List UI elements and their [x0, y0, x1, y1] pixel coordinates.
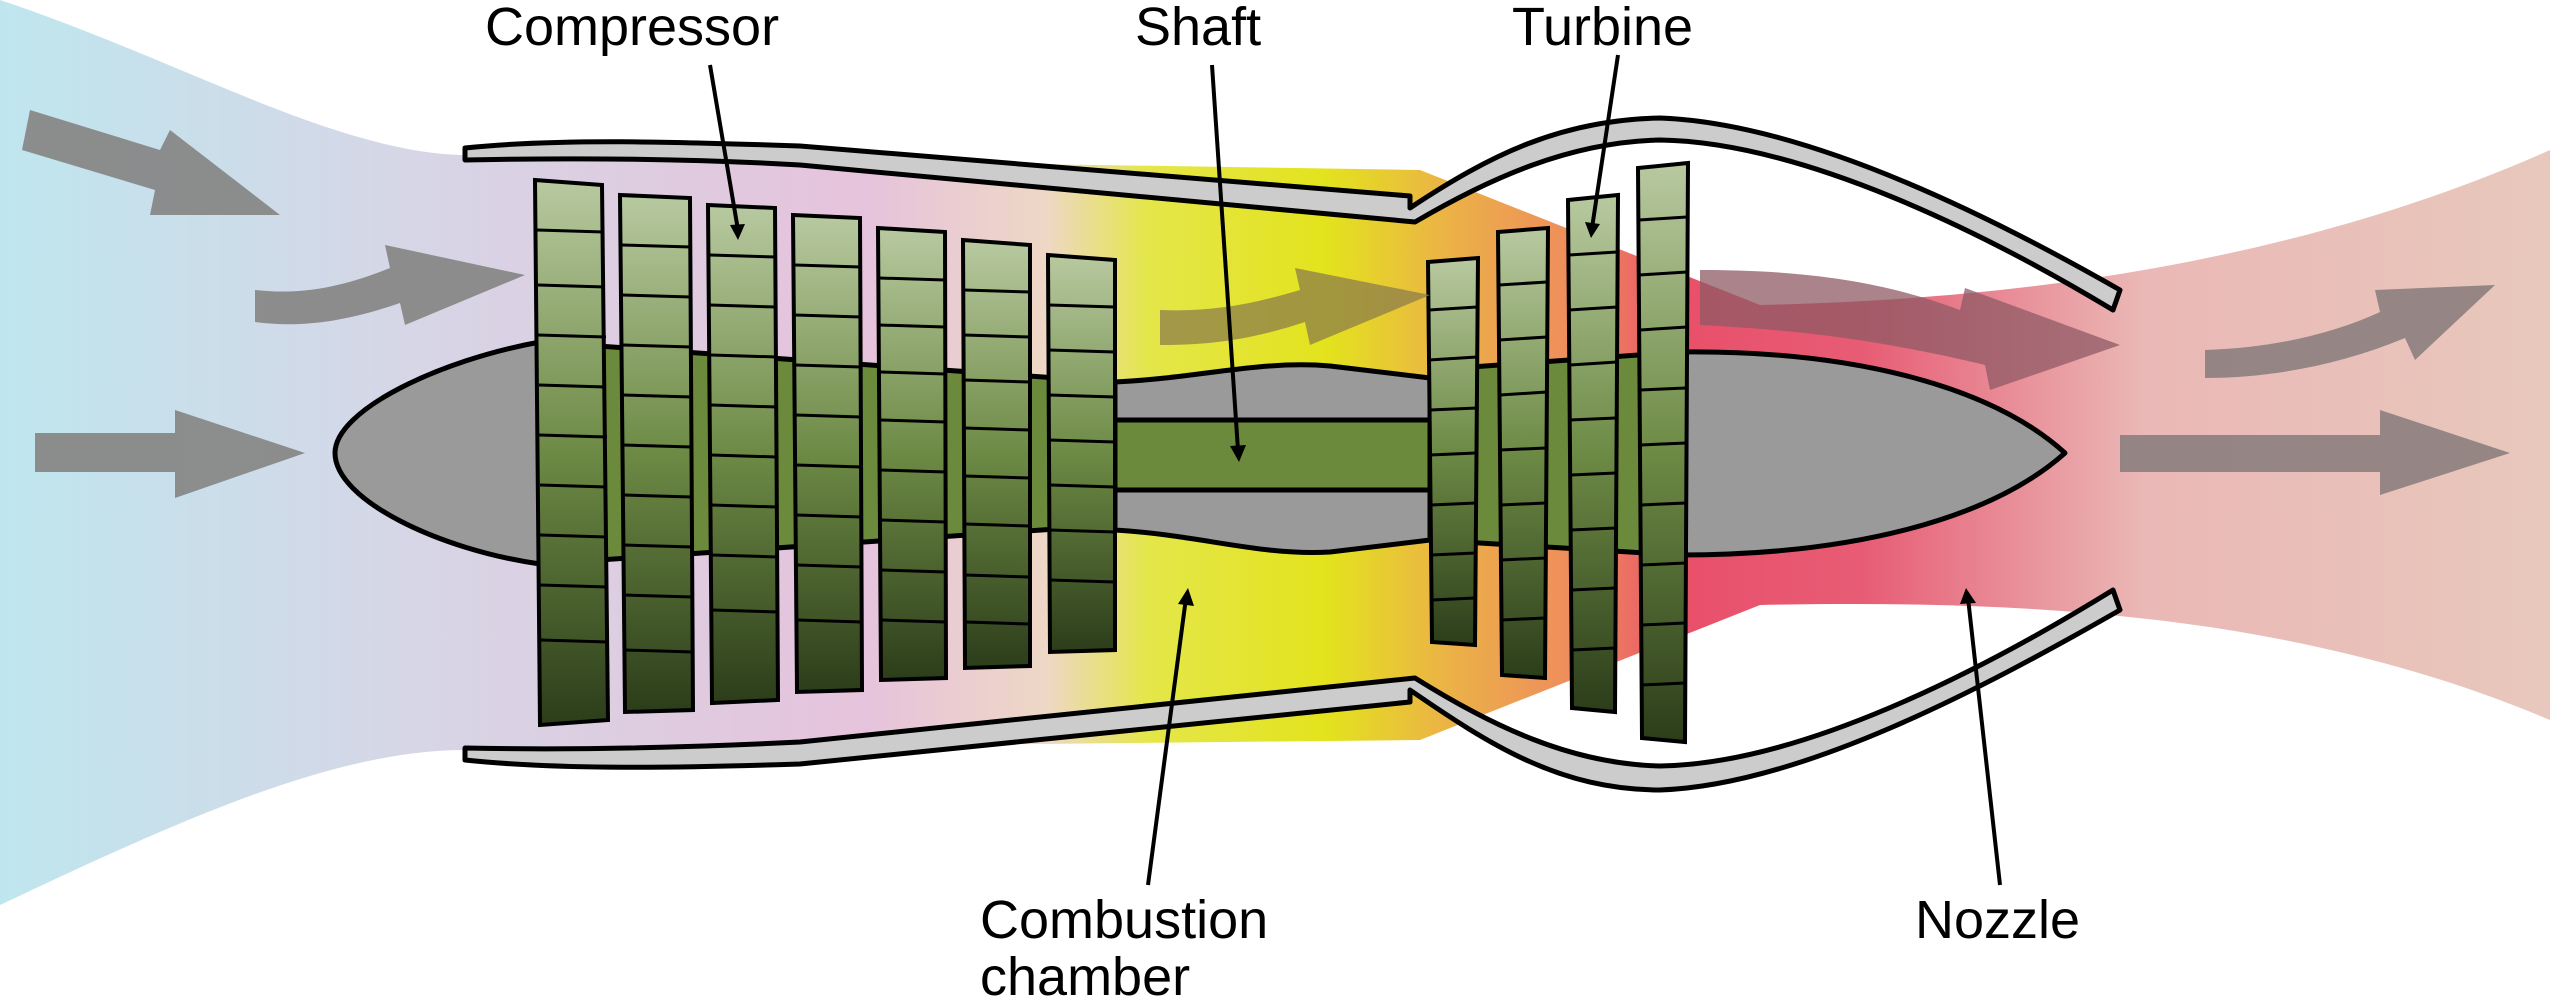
leader-turbine-head	[1585, 222, 1600, 238]
compressor-blades	[532, 177, 1117, 728]
nose-cone	[332, 339, 543, 567]
label-compressor: Compressor	[485, 0, 779, 57]
turbine-blade-row-2	[1495, 225, 1551, 681]
compressor-blade-row-3	[705, 202, 781, 706]
leader-nozzle	[1966, 597, 2002, 886]
compressor-blade-row-2	[617, 192, 696, 715]
outer-casing	[462, 115, 2123, 793]
exhaust-arrow-upper	[2205, 285, 2495, 378]
combustion-flow-arrow	[1160, 268, 1430, 345]
compressor-blade-row-7	[1045, 252, 1117, 655]
intake-arrow-middle	[255, 245, 525, 325]
turbine-blade-row-1	[1425, 255, 1481, 648]
casing-lower	[462, 587, 2123, 793]
shaft	[1112, 417, 1433, 493]
combustor-liner-lower	[1112, 487, 1433, 555]
leader-combustion-head	[1178, 588, 1194, 606]
leader-shaft-head	[1230, 445, 1246, 462]
exhaust-arrow-lower	[2120, 410, 2510, 495]
label-combustion-line1: Combustion	[980, 890, 1268, 950]
label-combustion-line2: chamber	[980, 947, 1190, 1000]
compressor-blade-segments	[536, 228, 1116, 654]
intake-arrows	[22, 110, 525, 498]
tail-cone	[1677, 349, 2068, 558]
compressor-blade-row-1	[532, 177, 611, 728]
leader-compressor-head	[730, 224, 745, 240]
combustor-liner-upper	[1112, 362, 1433, 423]
casing-upper	[462, 115, 2123, 313]
label-turbine: Turbine	[1512, 0, 1693, 57]
leader-combustion	[1146, 597, 1188, 886]
compressor-blade-row-6	[960, 237, 1032, 671]
label-nozzle: Nozzle	[1915, 890, 2080, 950]
leader-lines	[708, 54, 2002, 886]
turbine-blade-row-4	[1635, 160, 1691, 745]
turbine-blades	[1425, 160, 1691, 745]
intake-arrow-upper	[22, 110, 280, 215]
leader-turbine	[1590, 54, 1620, 229]
leader-nozzle-head	[1960, 588, 1976, 604]
turbine-blade-row-3	[1565, 192, 1621, 715]
labels: Compressor Shaft Turbine Combustion cham…	[485, 0, 2080, 1000]
compressor-blade-row-4	[790, 212, 865, 695]
exhaust-flow-arrow-inner	[1700, 270, 2120, 390]
intake-arrow-lower	[35, 410, 305, 498]
leader-shaft	[1210, 64, 1240, 451]
compressor-blade-row-5	[875, 225, 949, 683]
leader-compressor	[708, 64, 740, 231]
label-shaft: Shaft	[1135, 0, 1261, 57]
flow-arrows	[1160, 268, 2510, 495]
turbine-blade-segments	[1428, 215, 1688, 687]
